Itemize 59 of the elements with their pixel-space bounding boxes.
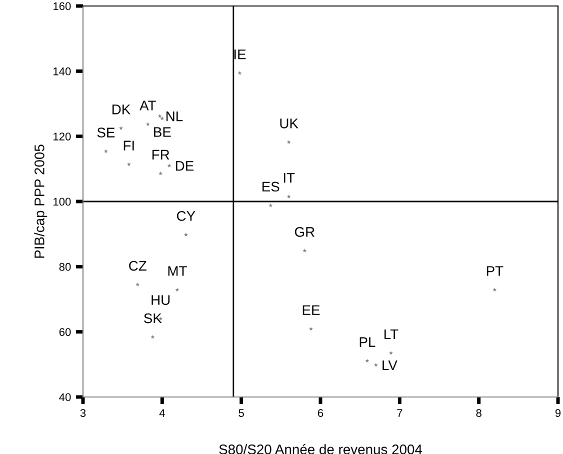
annotation: GR [294,227,314,237]
annotation: CY [176,211,196,221]
annotation: AT [140,100,156,110]
point [286,194,291,198]
annotation: DE [176,161,194,171]
y-tick-label: 80 [59,262,71,271]
x-tick-label: 8 [476,409,482,417]
x-tick-label: 9 [555,409,561,417]
point [118,126,124,130]
point [126,162,132,166]
y-tick-label: 60 [59,328,71,336]
point [158,114,162,118]
y-tick-label: 140 [54,67,71,76]
annotation: BE [154,127,171,137]
y-tick-label: 160 [54,2,71,10]
y-tick-label: 40 [59,393,71,402]
annotation: MT [168,266,187,276]
point [302,248,307,252]
annotation: ES [262,182,280,192]
point [286,140,291,144]
point [104,149,108,154]
x-tick-label: 5 [238,409,244,417]
point [374,362,378,367]
x-tick-label: 3 [80,409,86,417]
x-tick-label: 4 [159,409,165,417]
y-axis-title: PIB/cap PPP 2005 [34,144,48,258]
annotation: FR [152,150,170,160]
point [175,288,180,292]
point [150,334,155,339]
point [492,288,497,292]
point [184,232,188,237]
annotation: IT [284,173,295,183]
point [388,350,394,355]
point [365,358,370,363]
annotation: PL [360,337,376,347]
x-tick-label: 6 [318,409,324,417]
y-tick-label: 120 [54,132,71,140]
annotation: IE [234,50,246,60]
point [146,122,150,126]
annotation: FI [124,140,134,150]
annotation: LV [382,360,398,370]
point [308,326,314,331]
y-tick-label: 100 [54,198,71,206]
x-tick-label: 7 [397,409,402,417]
annotation: CZ [129,260,146,271]
annotation: SE [97,128,115,138]
x-axis-title: S80/S20 Année de revenus 2004 [219,444,422,454]
annotation: DK [112,104,130,114]
annotation: EE [302,305,320,315]
point [160,116,164,120]
point [167,163,172,168]
annotation: PT [486,266,504,276]
annotation: NL [166,112,183,122]
point [238,70,242,75]
annotation: UK [280,118,298,128]
annotation: SK [144,313,162,324]
annotation: LT [384,329,398,340]
annotation: HU [152,295,170,305]
point [268,203,273,208]
